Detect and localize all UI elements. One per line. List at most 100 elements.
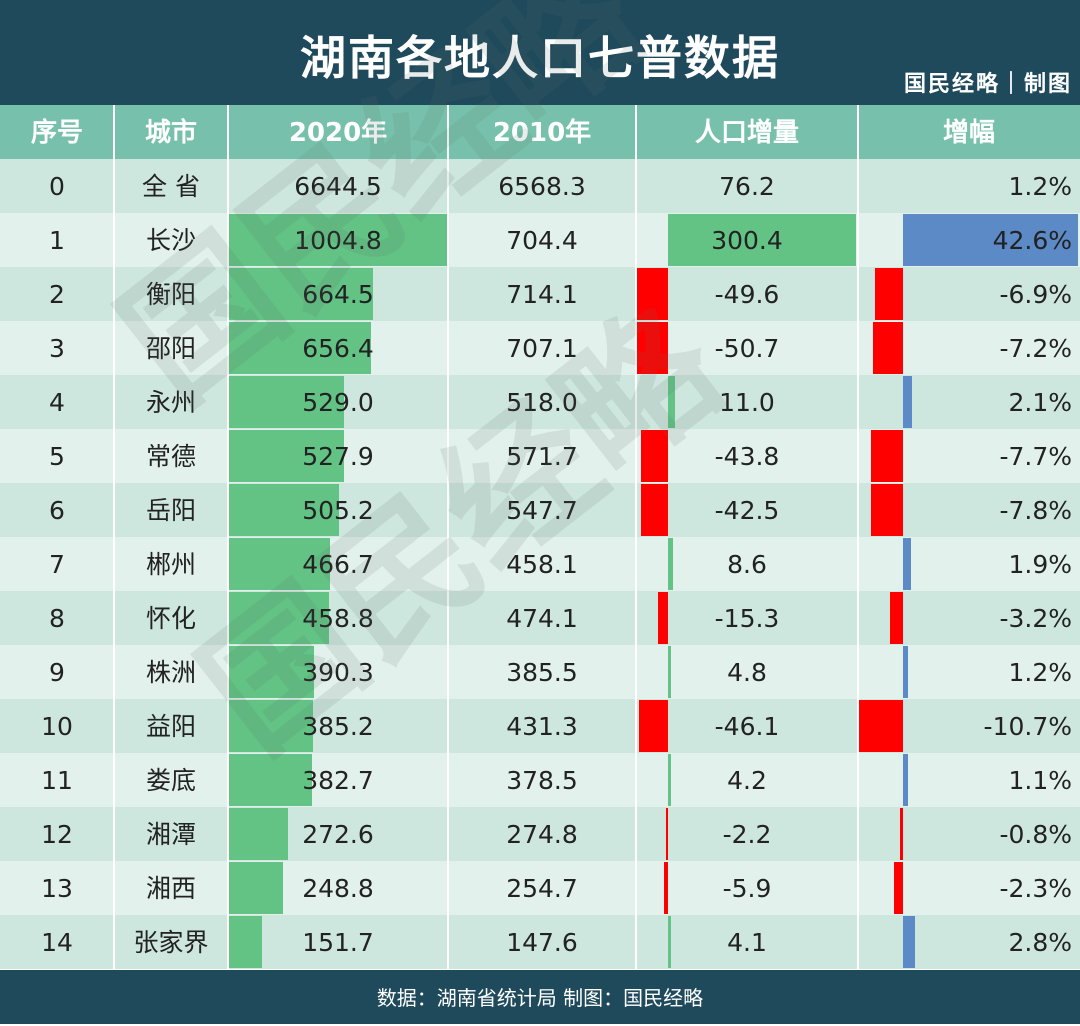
bar-growth	[870, 484, 903, 536]
bar-growth	[873, 322, 903, 374]
column-divider	[635, 105, 637, 970]
cell-pop2020: 151.7	[302, 928, 374, 957]
bar-growth	[893, 862, 903, 914]
cell-delta: 76.2	[719, 172, 775, 201]
bar-growth	[874, 268, 903, 320]
cell-city: 益阳	[145, 712, 196, 741]
cell-index: 13	[41, 874, 73, 903]
cell-pop2020: 458.8	[302, 604, 374, 633]
footer-source: 数据：湖南省统计局 制图：国民经略	[0, 970, 1080, 1024]
cell-delta: -2.2	[722, 820, 772, 849]
cell-city: 郴州	[145, 550, 196, 579]
cell-pop2010: 458.1	[506, 550, 578, 579]
cell-city: 株洲	[145, 658, 196, 687]
cell-index: 7	[49, 550, 65, 579]
cell-pop2020: 6644.5	[294, 172, 382, 201]
table-row: 14 张家界 151.7 147.6 4.1 2.8%	[0, 915, 1080, 969]
cell-index: 3	[49, 334, 65, 363]
column-divider	[447, 105, 449, 970]
bar-pop2020	[229, 214, 447, 266]
cell-city: 永州	[145, 388, 196, 417]
table-row: 9 株洲 390.3 385.5 4.8 1.2%	[0, 645, 1080, 699]
cell-pop2010: 704.4	[506, 226, 578, 255]
bar-delta	[636, 322, 668, 374]
cell-city: 衡阳	[145, 280, 196, 309]
bar-growth	[903, 646, 908, 698]
cell-growth: 2.1%	[1008, 388, 1072, 417]
cell-index: 0	[49, 172, 65, 201]
cell-delta: 4.1	[727, 928, 767, 957]
cell-growth: -7.7%	[999, 442, 1072, 471]
table-header-row: 序号 城市 2020年 2010年 人口增量 增幅	[0, 105, 1080, 159]
cell-pop2010: 571.7	[506, 442, 578, 471]
cell-index: 10	[41, 712, 73, 741]
bar-pop2020	[229, 700, 313, 752]
cell-pop2010: 254.7	[506, 874, 578, 903]
bar-pop2020	[229, 322, 372, 374]
bar-delta	[668, 214, 856, 266]
bar-pop2020	[229, 376, 344, 428]
bar-delta	[641, 484, 668, 536]
cell-pop2020: 664.5	[302, 280, 374, 309]
cell-growth: 1.2%	[1008, 172, 1072, 201]
cell-city: 全 省	[142, 172, 200, 201]
cell-growth: 1.2%	[1008, 658, 1072, 687]
bar-delta	[664, 862, 668, 914]
table-row: 2 衡阳 664.5 714.1 -49.6 -6.9%	[0, 267, 1080, 321]
cell-pop2020: 248.8	[302, 874, 374, 903]
bar-pop2020	[229, 754, 313, 806]
cell-pop2010: 714.1	[506, 280, 578, 309]
cell-growth: -10.7%	[983, 712, 1072, 741]
cell-index: 8	[49, 604, 65, 633]
cell-city: 湘西	[145, 874, 196, 903]
column-header-growth: 增幅	[942, 118, 995, 148]
cell-pop2010: 474.1	[506, 604, 578, 633]
bar-pop2020	[229, 268, 374, 320]
cell-delta: 11.0	[719, 388, 775, 417]
bar-delta	[668, 646, 671, 698]
bar-delta	[668, 376, 675, 428]
cell-city: 岳阳	[145, 496, 196, 525]
bar-delta	[666, 808, 668, 860]
cell-delta: 4.2	[727, 766, 767, 795]
cell-delta: 300.4	[711, 226, 783, 255]
column-divider	[857, 105, 859, 970]
cell-pop2010: 547.7	[506, 496, 578, 525]
cell-index: 2	[49, 280, 65, 309]
cell-pop2020: 382.7	[302, 766, 374, 795]
cell-city: 湘潭	[145, 820, 196, 849]
cell-pop2010: 274.8	[506, 820, 578, 849]
brand-credit: 国民经略｜制图	[903, 72, 1072, 97]
bar-growth	[903, 538, 911, 590]
cell-growth: -7.8%	[999, 496, 1072, 525]
bar-growth	[871, 430, 903, 482]
cell-pop2010: 518.0	[506, 388, 578, 417]
cell-delta: -15.3	[714, 604, 780, 633]
bar-pop2020	[229, 430, 344, 482]
cell-growth: 42.6%	[992, 226, 1072, 255]
cell-pop2010: 707.1	[506, 334, 578, 363]
cell-index: 5	[49, 442, 65, 471]
cell-pop2020: 505.2	[302, 496, 374, 525]
cell-delta: -46.1	[714, 712, 780, 741]
table-row: 1 长沙 1004.8 704.4 300.4 42.6%	[0, 213, 1080, 267]
cell-index: 4	[49, 388, 65, 417]
table-row: 7 郴州 466.7 458.1 8.6 1.9%	[0, 537, 1080, 591]
table-row: 8 怀化 458.8 474.1 -15.3 -3.2%	[0, 591, 1080, 645]
cell-delta: -42.5	[714, 496, 780, 525]
cell-delta: -49.6	[714, 280, 780, 309]
table-row: 0 全 省 6644.5 6568.3 76.2 1.2%	[0, 159, 1080, 213]
bar-delta	[668, 538, 674, 590]
cell-pop2010: 147.6	[506, 928, 578, 957]
bar-delta	[636, 268, 668, 320]
cell-growth: 1.9%	[1008, 550, 1072, 579]
cell-delta: -43.8	[714, 442, 780, 471]
cell-pop2010: 378.5	[506, 766, 578, 795]
bar-growth	[903, 754, 908, 806]
bar-delta	[640, 430, 668, 482]
page-title: 湖南各地人口七普数据	[300, 31, 780, 85]
cell-growth: -3.2%	[999, 604, 1072, 633]
cell-delta: -5.9	[722, 874, 772, 903]
bar-delta	[658, 592, 668, 644]
cell-index: 9	[49, 658, 65, 687]
